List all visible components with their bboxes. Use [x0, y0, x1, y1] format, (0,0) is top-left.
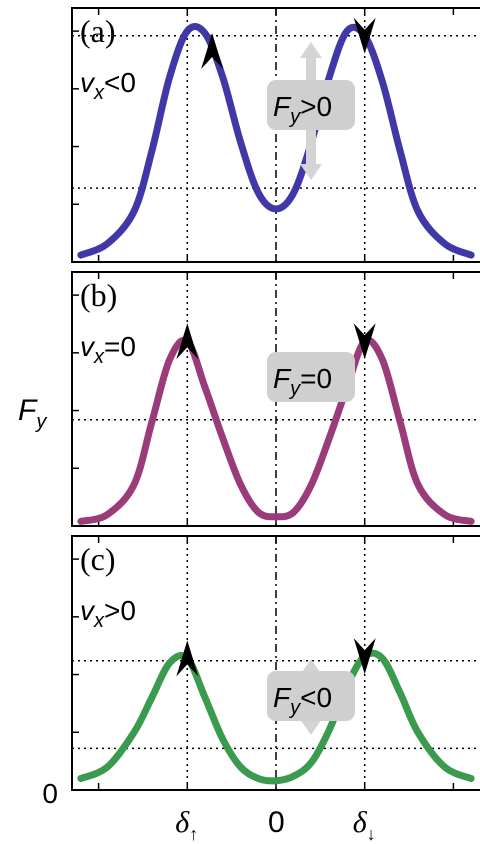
force-arrow-head-down: [300, 719, 322, 735]
force-sub: y: [288, 697, 301, 719]
x-tick-label: 0: [268, 806, 285, 839]
series-line: [77, 649, 475, 785]
panel-label: (c): [80, 541, 116, 577]
cond-rel: <0: [104, 67, 136, 98]
cond-rel: >0: [104, 595, 136, 626]
velocity-condition: vx=0: [80, 331, 136, 368]
velocity-condition: vx>0: [80, 595, 136, 632]
direction-arrow-up: [176, 640, 199, 677]
direction-arrow-up: [201, 32, 224, 69]
panel-1: (a) vx<0 Fy>0: [71, 7, 480, 263]
panel-frame: [71, 535, 480, 791]
y-axis-label-sub: y: [34, 411, 47, 433]
force-arrow-head-down: [300, 164, 322, 180]
direction-arrow-up: [176, 323, 199, 360]
cond-sub: x: [93, 82, 105, 104]
force-sub: y: [288, 378, 301, 400]
force-rel: <0: [300, 682, 332, 713]
force-sub: y: [288, 106, 301, 128]
cond-rel: =0: [104, 331, 136, 362]
force-rel: >0: [300, 91, 332, 122]
panel-label: (b): [80, 277, 117, 313]
x-tick-sym: δ: [175, 806, 190, 839]
x-tick-label: δ↑: [175, 806, 198, 844]
x-tick-label: δ↓: [353, 806, 376, 844]
panel-frame: [71, 271, 480, 527]
force-label: Fy=0: [273, 363, 332, 400]
cond-var: v: [80, 67, 96, 98]
series-line: [77, 336, 475, 525]
cond-var: v: [80, 595, 96, 626]
direction-arrow-down: [353, 638, 376, 675]
direction-arrow-down: [353, 17, 376, 54]
velocity-condition: vx<0: [80, 67, 136, 104]
direction-arrow-down: [353, 323, 376, 360]
panels: (a)vx<0Fy>0(b)vx=0Fy=0(c)vx>0Fy<0: [71, 7, 480, 791]
force-arrow-head-up: [300, 42, 322, 58]
force-rel: =0: [300, 363, 332, 394]
y-zero-label: 0: [42, 778, 58, 809]
panel-2: (b)vx=0Fy=0: [71, 271, 480, 527]
cond-var: v: [80, 331, 96, 362]
x-tick-sym: δ: [353, 806, 368, 839]
x-tick-sub: ↓: [367, 824, 376, 844]
x-tick-labels: δ↑ 0 δ↓: [175, 806, 375, 844]
force-var: F: [273, 682, 292, 713]
panel-3: (c) vx>0 Fy<0: [71, 535, 480, 791]
force-label-box: [267, 671, 355, 721]
series-line: [77, 23, 475, 259]
x-tick-sub: ↑: [189, 824, 198, 844]
cond-sub: x: [93, 346, 105, 368]
panel-label: (a): [80, 13, 116, 49]
x-tick-sym: 0: [268, 806, 285, 839]
force-label-box: [267, 352, 355, 402]
force-var: F: [273, 91, 292, 122]
force-label: Fy<0: [273, 682, 332, 719]
y-axis-label: Fy: [18, 394, 47, 433]
force-label: Fy>0: [273, 91, 332, 128]
panel-frame: [71, 7, 480, 263]
force-label-box: [267, 80, 355, 130]
cond-sub: x: [93, 610, 105, 632]
force-var: F: [273, 363, 292, 394]
